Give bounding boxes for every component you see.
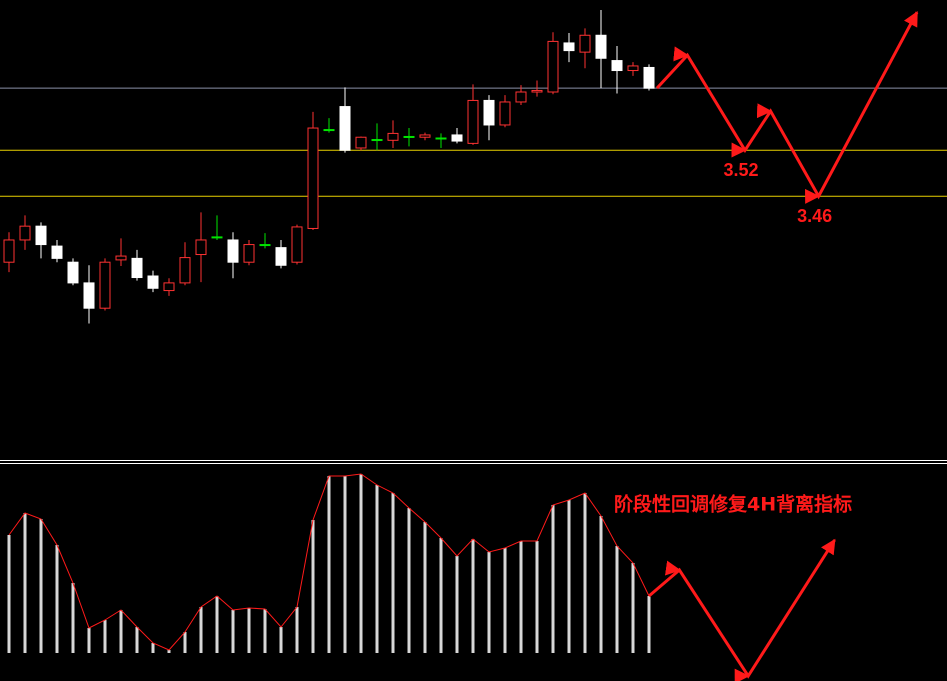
candle-body: [195, 239, 207, 256]
candle-body: [163, 282, 175, 292]
price-label: 3.46: [797, 206, 832, 226]
indicator-bar: [535, 541, 539, 653]
indicator-bar: [279, 627, 283, 653]
indicator-bar: [55, 545, 59, 653]
projection-arrow: [655, 10, 919, 204]
indicator-bar: [103, 620, 107, 653]
indicator-bar: [391, 493, 395, 653]
candle-body: [339, 106, 351, 151]
candle-body: [115, 255, 127, 261]
candle-body: [179, 257, 191, 284]
indicator-bar: [87, 628, 91, 653]
candle-body: [371, 139, 383, 142]
candle-body: [307, 127, 319, 229]
indicator-bar: [167, 650, 171, 653]
indicator-bar: [631, 563, 635, 653]
candle-body: [99, 261, 111, 309]
candle-body: [483, 99, 495, 126]
price-label: 3.52: [723, 160, 758, 180]
indicator-bar: [7, 535, 11, 653]
candle-body: [355, 136, 367, 149]
indicator-title: 阶段性回调修复4H背离指标: [614, 493, 852, 516]
candle-body: [83, 282, 95, 309]
candle-body: [563, 42, 575, 52]
indicator-bar: [359, 474, 363, 653]
candle-body: [515, 91, 527, 103]
candle-body: [51, 245, 63, 259]
candle-body: [259, 244, 271, 247]
candle-body: [243, 244, 255, 263]
candle-body: [403, 135, 415, 138]
indicator-bar: [151, 643, 155, 653]
candle-body: [611, 60, 623, 72]
candle-body: [499, 101, 511, 126]
indicator-bar: [519, 541, 523, 653]
indicator-bar: [599, 516, 603, 653]
candle-body: [627, 65, 639, 72]
candle-body: [643, 66, 655, 89]
indicator-bar: [455, 556, 459, 653]
indicator-bar: [471, 539, 475, 653]
indicator-bar: [343, 476, 347, 653]
candle-body: [3, 239, 15, 263]
indicator-bar: [39, 519, 43, 653]
indicator-bar: [295, 607, 299, 653]
indicator-line: [8, 473, 650, 651]
candle-body: [19, 225, 31, 241]
indicator-bar: [215, 596, 219, 653]
candle-body: [467, 99, 479, 144]
candle-body: [531, 89, 543, 93]
candle-body: [451, 134, 463, 142]
indicator-bar: [647, 596, 651, 653]
indicator-bar: [407, 508, 411, 653]
indicator-bar: [119, 610, 123, 653]
indicator-bar: [567, 500, 571, 653]
indicator-bar: [135, 627, 139, 653]
candle-body: [291, 226, 303, 263]
candle-body: [435, 137, 447, 140]
indicator-bar: [71, 583, 75, 653]
candle-body: [35, 225, 47, 246]
candle-body: [147, 275, 159, 289]
candle-body: [227, 239, 239, 263]
indicator-bar: [199, 607, 203, 653]
candle-body: [595, 34, 607, 59]
candle-body: [419, 134, 431, 138]
indicator-bar: [439, 538, 443, 653]
candle-body: [547, 40, 559, 93]
indicator-bar: [247, 608, 251, 653]
indicator-bar: [503, 548, 507, 653]
candle-body: [67, 261, 79, 284]
indicator-bar: [327, 476, 331, 653]
candle-body: [275, 247, 287, 266]
indicator-bar: [23, 513, 27, 653]
projection-arrow: [648, 538, 836, 681]
indicator-bar: [263, 609, 267, 653]
indicator-bar: [551, 505, 555, 653]
indicator-bar: [231, 610, 235, 653]
indicator-bar: [487, 552, 491, 653]
indicator-bar: [583, 493, 587, 653]
candle-body: [579, 34, 591, 53]
indicator-bar: [375, 485, 379, 653]
candle-body: [387, 132, 399, 141]
indicator-bar: [311, 520, 315, 653]
candle-body: [131, 257, 143, 279]
candle-body: [323, 129, 335, 132]
candle-body: [211, 236, 223, 239]
indicator-bar: [183, 632, 187, 653]
indicator-bar: [423, 522, 427, 653]
indicator-bar: [615, 546, 619, 653]
